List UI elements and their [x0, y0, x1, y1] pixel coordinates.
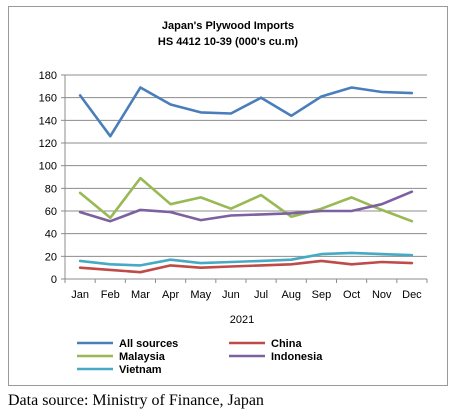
x-tick-label: Sep [312, 289, 332, 301]
legend-label-all-sources: All sources [119, 338, 178, 350]
x-tick-label: Oct [343, 289, 360, 301]
x-tick-label: Jan [71, 289, 89, 301]
legend: All sources China Malaysia Indonesia Vietnam [77, 338, 323, 376]
gridlines [65, 74, 427, 257]
y-tick-label: 0 [51, 274, 57, 286]
axes [61, 74, 428, 283]
y-tick-label: 80 [45, 183, 57, 195]
y-tick-label: 60 [45, 206, 57, 218]
series-lines [78, 86, 414, 274]
data-source-note: Data source: Ministry of Finance, Japan [8, 392, 264, 409]
y-tick-label: 40 [45, 229, 57, 241]
legend-label-vietnam: Vietnam [119, 364, 162, 376]
y-tick-label: 180 [39, 70, 57, 82]
x-tick-label: Apr [162, 289, 179, 301]
y-tick-label: 160 [39, 93, 57, 105]
line-chart: Japan's Plywood Imports HS 4412 10-39 (0… [39, 20, 428, 376]
chart-title: Japan's Plywood Imports [162, 20, 294, 32]
x-tick-label: Mar [131, 289, 150, 301]
x-axis-label: 2021 [230, 314, 254, 326]
y-tick-label: 100 [39, 161, 57, 173]
series-line-china [78, 259, 414, 274]
x-tick-labels: Jan Feb Mar Apr May Jun Jul Aug Sep Oct Nov Dec [71, 289, 422, 301]
y-tick-label: 20 [45, 251, 57, 263]
y-tick-label: 140 [39, 115, 57, 127]
series-line-vietnam [78, 251, 414, 267]
series-line-all-sources [78, 86, 414, 138]
x-tick-label: Nov [372, 289, 392, 301]
series-line-malaysia [78, 176, 414, 223]
x-tick-label: Jul [254, 289, 268, 301]
chart-subtitle: HS 4412 10-39 (000's cu.m) [158, 36, 299, 48]
legend-label-indonesia: Indonesia [271, 351, 323, 363]
series-line-indonesia [78, 190, 414, 223]
x-tick-label: Aug [281, 289, 301, 301]
x-tick-label: Feb [101, 289, 120, 301]
x-tick-label: May [190, 289, 211, 301]
x-tick-label: Dec [402, 289, 422, 301]
chart-frame: Japan's Plywood Imports HS 4412 10-39 (0… [8, 6, 448, 386]
y-tick-label: 120 [39, 138, 57, 150]
legend-label-malaysia: Malaysia [119, 351, 166, 363]
legend-label-china: China [271, 338, 302, 350]
x-tick-label: Jun [222, 289, 240, 301]
y-tick-labels: 0 20 40 60 80 100 120 140 160 180 [39, 70, 57, 286]
